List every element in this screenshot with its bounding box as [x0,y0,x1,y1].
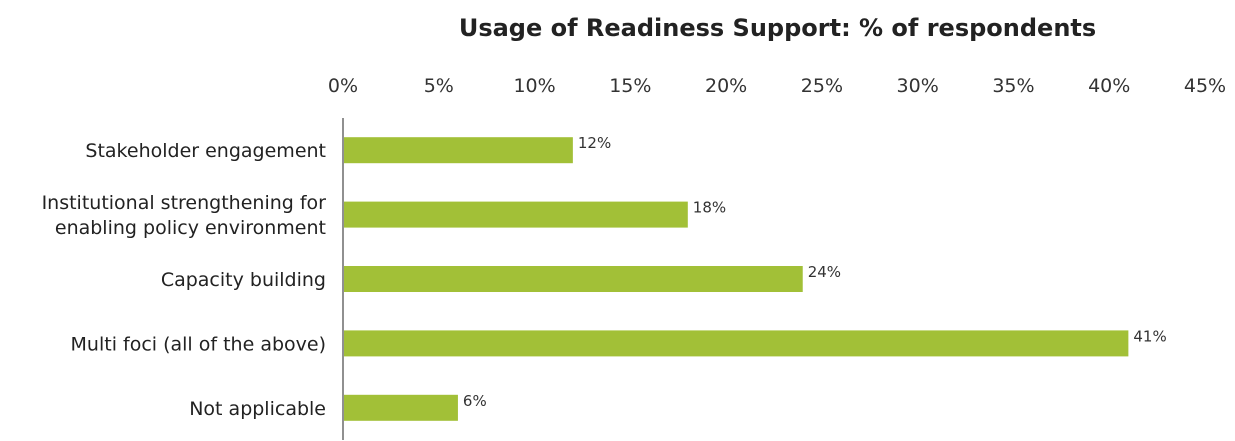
data-label: 24% [808,263,841,281]
x-tick-label: 10% [513,75,555,97]
bar [344,394,458,421]
bar [344,266,803,292]
category-label: Multi foci (all of the above) [71,333,326,355]
category-label: Stakeholder engagement [85,140,326,162]
data-label: 18% [693,199,726,217]
x-tick-label: 20% [705,75,747,97]
bar [344,330,1129,357]
data-label: 41% [1133,327,1166,345]
x-tick-label: 5% [424,75,454,97]
category-label: Institutional strengthening for enabling … [42,192,327,239]
x-tick-label: 25% [801,75,843,97]
data-label: 12% [578,134,611,152]
x-tick-label: 15% [609,75,651,97]
x-tick-label: 45% [1184,75,1226,97]
x-tick-label: 40% [1088,75,1130,97]
x-tick-label: 0% [328,75,358,97]
bar [344,201,688,228]
chart-title: Usage of Readiness Support: % of respond… [458,14,1097,42]
data-label: 6% [463,392,487,410]
x-tick-label: 35% [992,75,1034,97]
category-label: Capacity building [161,269,326,291]
x-tick-label: 30% [897,75,939,97]
category-label: Not applicable [189,398,326,420]
bar [344,137,573,164]
